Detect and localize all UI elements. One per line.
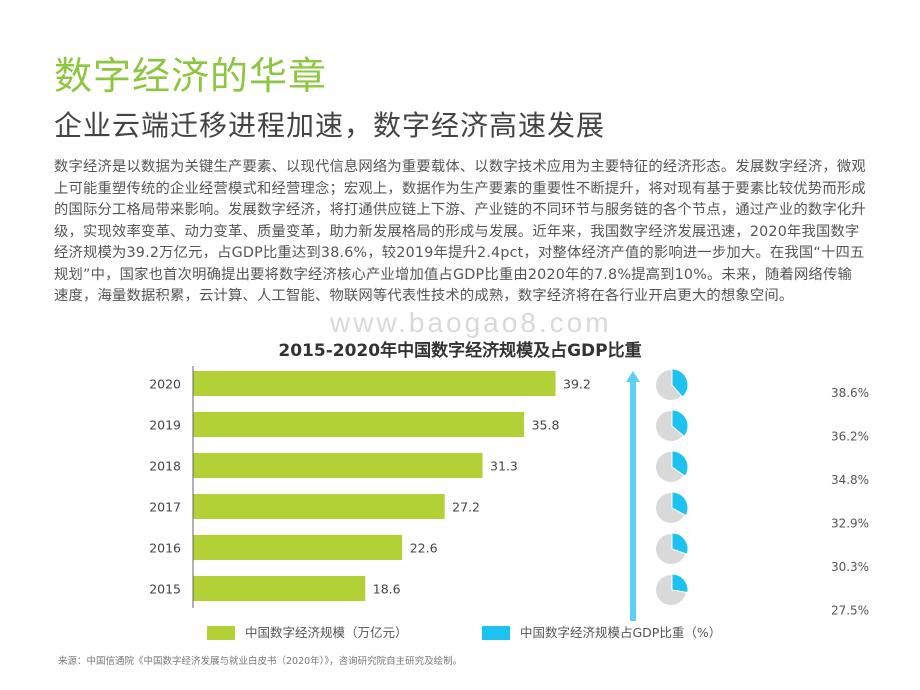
pie-value-label: 27.5% <box>831 604 869 618</box>
pie-value-label: 36.2% <box>831 430 869 444</box>
bar-value-label: 22.6 <box>410 541 438 556</box>
bar-2015 <box>193 576 366 601</box>
bar-value-label: 31.3 <box>490 459 518 474</box>
bar-2020 <box>193 371 556 396</box>
bar-value-label: 27.2 <box>452 500 480 515</box>
legend-label-bar: 中国数字经济规模（万亿元） <box>245 625 408 640</box>
y-tick-label: 2017 <box>149 500 181 515</box>
pie-value-label: 34.8% <box>831 473 869 487</box>
bar-2016 <box>193 535 403 560</box>
bar-value-label: 35.8 <box>532 418 560 433</box>
body-paragraph: 数字经济是以数据为关键生产要素、以现代信息网络为重要载体、以数字技术应用为主要特… <box>54 159 866 304</box>
pies-layer: 38.6% 36.2% 34.8% 32.9% 30.3% 27.5% <box>656 368 869 618</box>
bar-2018 <box>193 453 483 478</box>
chart-legend: 中国数字经济规模（万亿元） 中国数字经济规模占GDP比重（%） <box>0 624 920 648</box>
page-subtitle: 企业云端迁移进程加速，数字经济高速发展 <box>54 109 606 142</box>
y-tick-label: 2016 <box>149 541 181 556</box>
legend-label-pie: 中国数字经济规模占GDP比重（%） <box>520 625 722 640</box>
trend-arrow-up-icon <box>626 371 640 382</box>
pie-slice-2019 <box>671 409 689 438</box>
trend-arrow-shaft <box>630 381 636 621</box>
pie-value-label: 32.9% <box>831 517 869 531</box>
y-tick-label: 2018 <box>149 459 181 474</box>
page-title: 数字经济的华章 <box>54 54 328 98</box>
bar-2019 <box>193 412 525 437</box>
pie-value-label: 38.6% <box>831 386 869 400</box>
pie-slice-2017 <box>671 491 689 517</box>
bar-value-label: 39.2 <box>563 377 591 392</box>
legend-swatch-pie <box>482 626 510 640</box>
bars-layer: 2020 39.2 2019 35.8 2018 31.3 2017 27.2 2016 22.6… <box>149 366 591 608</box>
source-note: 来源：中国信通院《中国数字经济发展与就业白皮书（2020年）》，咨询研究院自主研… <box>58 656 463 667</box>
y-tick-label: 2015 <box>149 582 181 597</box>
pie-slice-2015 <box>671 573 689 594</box>
pie-slice-2018 <box>671 450 689 477</box>
legend-swatch-bar <box>207 626 235 640</box>
bar-2017 <box>193 494 445 519</box>
pie-slice-2016 <box>671 532 689 555</box>
pie-value-label: 30.3% <box>831 560 869 574</box>
bar-value-label: 18.6 <box>373 582 401 597</box>
y-tick-label: 2019 <box>149 418 181 433</box>
y-tick-label: 2020 <box>149 377 181 392</box>
chart-title: 2015-2020年中国数字经济规模及占GDP比重 <box>278 341 642 361</box>
pie-slice-2020 <box>671 368 689 398</box>
